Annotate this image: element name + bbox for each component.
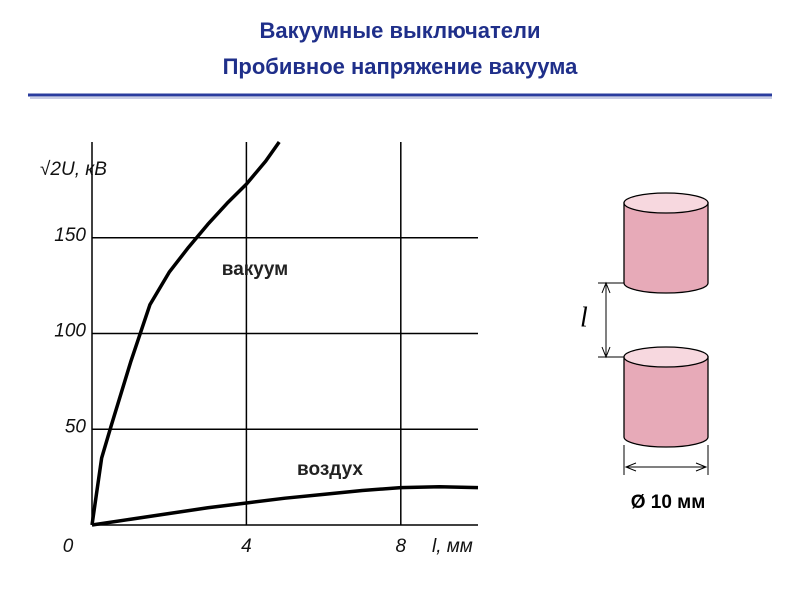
upper-electrode	[623, 202, 709, 294]
arrow-heads	[624, 462, 708, 472]
series-line	[91, 484, 479, 527]
lower-electrode	[623, 356, 709, 448]
x-tick-label: 4	[241, 536, 252, 557]
lower-electrode-top	[623, 346, 709, 368]
y-tick-label: 50	[65, 416, 87, 437]
series-label: вакуум	[222, 259, 288, 280]
series-line	[90, 140, 281, 526]
diameter-label: Ø 10 мм	[631, 492, 706, 513]
title-line: Вакуумные выключатели	[259, 18, 540, 43]
series-label: воздух	[297, 459, 363, 480]
y-axis-label: √2U, кВ	[40, 159, 107, 180]
title-line: Пробивное напряжение вакуума	[223, 54, 579, 79]
x-tick-label: 0	[63, 536, 74, 557]
y-tick-label: 150	[54, 225, 86, 246]
arrow-heads	[601, 281, 611, 359]
electrodes	[598, 192, 709, 475]
upper-electrode-top	[623, 192, 709, 214]
gap-label: l	[580, 302, 588, 333]
y-tick-label: 100	[54, 321, 86, 342]
x-tick-label: 8	[396, 536, 407, 557]
x-axis-label: l, мм	[432, 536, 473, 557]
plot: 0 4 8 50 100 150 √2U, кВ l, мм вакуум воздух	[40, 140, 479, 557]
